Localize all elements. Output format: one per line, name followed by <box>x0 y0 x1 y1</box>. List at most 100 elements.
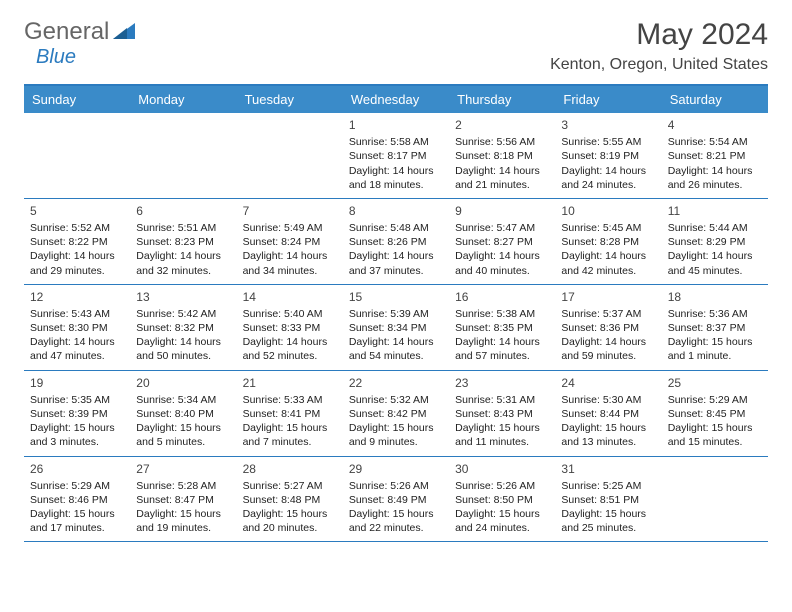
day-info-line: Daylight: 15 hours and 9 minutes. <box>349 421 443 449</box>
day-cell: 1Sunrise: 5:58 AMSunset: 8:17 PMDaylight… <box>343 113 449 198</box>
day-info-line: Sunrise: 5:38 AM <box>455 307 549 321</box>
title-block: May 2024 Kenton, Oregon, United States <box>550 18 768 74</box>
day-number: 6 <box>136 203 230 219</box>
day-info-line: Sunset: 8:40 PM <box>136 407 230 421</box>
day-info-line: Daylight: 14 hours and 52 minutes. <box>243 335 337 363</box>
day-info-line: Sunrise: 5:26 AM <box>455 479 549 493</box>
day-number: 17 <box>561 289 655 305</box>
day-info-line: Daylight: 14 hours and 54 minutes. <box>349 335 443 363</box>
day-info-line: Sunset: 8:51 PM <box>561 493 655 507</box>
day-cell: 7Sunrise: 5:49 AMSunset: 8:24 PMDaylight… <box>237 199 343 284</box>
day-cell: 16Sunrise: 5:38 AMSunset: 8:35 PMDayligh… <box>449 285 555 370</box>
day-cell: 17 Sunrise: 5:37 AMSunset: 8:36 PMDayligh… <box>555 285 661 370</box>
day-cell: 14Sunrise: 5:40 AMSunset: 8:33 PMDayligh… <box>237 285 343 370</box>
day-info-line: Sunrise: 5:42 AM <box>136 307 230 321</box>
day-cell: 3Sunrise: 5:55 AMSunset: 8:19 PMDaylight… <box>555 113 661 198</box>
day-info-line: Sunset: 8:28 PM <box>561 235 655 249</box>
day-info-line: Sunrise: 5:37 AM <box>561 307 655 321</box>
day-info-line: Sunset: 8:34 PM <box>349 321 443 335</box>
day-info-line: Sunset: 8:41 PM <box>243 407 337 421</box>
day-info-line: Sunrise: 5:29 AM <box>30 479 124 493</box>
day-cell: 12Sunrise: 5:43 AMSunset: 8:30 PMDayligh… <box>24 285 130 370</box>
day-info-line: Sunset: 8:42 PM <box>349 407 443 421</box>
day-cell <box>24 113 130 198</box>
location: Kenton, Oregon, United States <box>550 56 768 74</box>
logo-mark-icon <box>113 18 135 46</box>
dow-cell: Friday <box>555 86 661 113</box>
day-info-line: Daylight: 14 hours and 29 minutes. <box>30 249 124 277</box>
day-info-line: Daylight: 14 hours and 26 minutes. <box>668 164 762 192</box>
day-cell: 24Sunrise: 5:30 AMSunset: 8:44 PMDayligh… <box>555 371 661 456</box>
day-info-line: Daylight: 15 hours and 25 minutes. <box>561 507 655 535</box>
day-info-line: Sunrise: 5:39 AM <box>349 307 443 321</box>
day-info-line: Daylight: 15 hours and 3 minutes. <box>30 421 124 449</box>
day-number: 11 <box>668 203 762 219</box>
week-row: 5Sunrise: 5:52 AMSunset: 8:22 PMDaylight… <box>24 199 768 285</box>
day-number: 8 <box>349 203 443 219</box>
day-info-line: Sunset: 8:36 PM <box>561 321 655 335</box>
day-cell: 26Sunrise: 5:29 AMSunset: 8:46 PMDayligh… <box>24 457 130 542</box>
day-info-line: Sunrise: 5:29 AM <box>668 393 762 407</box>
month-title: May 2024 <box>550 18 768 52</box>
day-info-line: Sunset: 8:21 PM <box>668 149 762 163</box>
day-info-line: Sunrise: 5:45 AM <box>561 221 655 235</box>
day-info-line: Sunset: 8:26 PM <box>349 235 443 249</box>
day-cell: 29Sunrise: 5:26 AMSunset: 8:49 PMDayligh… <box>343 457 449 542</box>
day-number: 21 <box>243 375 337 391</box>
day-info-line: Sunset: 8:18 PM <box>455 149 549 163</box>
day-info-line: Daylight: 15 hours and 11 minutes. <box>455 421 549 449</box>
day-info-line: Daylight: 15 hours and 5 minutes. <box>136 421 230 449</box>
day-number: 15 <box>349 289 443 305</box>
day-cell: 25Sunrise: 5:29 AMSunset: 8:45 PMDayligh… <box>662 371 768 456</box>
day-info-line: Daylight: 14 hours and 59 minutes. <box>561 335 655 363</box>
day-number: 25 <box>668 375 762 391</box>
day-info-line: Sunset: 8:49 PM <box>349 493 443 507</box>
day-number: 23 <box>455 375 549 391</box>
day-cell <box>237 113 343 198</box>
calendar-page: General May 2024 Kenton, Oregon, United … <box>0 0 792 552</box>
day-info-line: Daylight: 15 hours and 24 minutes. <box>455 507 549 535</box>
week-row: 12Sunrise: 5:43 AMSunset: 8:30 PMDayligh… <box>24 285 768 371</box>
day-cell: 10Sunrise: 5:45 AMSunset: 8:28 PMDayligh… <box>555 199 661 284</box>
day-info-line: Sunset: 8:50 PM <box>455 493 549 507</box>
day-number: 4 <box>668 117 762 133</box>
day-info-line: Sunset: 8:24 PM <box>243 235 337 249</box>
day-cell <box>662 457 768 542</box>
day-info-line: Sunset: 8:37 PM <box>668 321 762 335</box>
day-info-line: Sunset: 8:19 PM <box>561 149 655 163</box>
day-number: 22 <box>349 375 443 391</box>
day-info-line: Sunrise: 5:33 AM <box>243 393 337 407</box>
day-info-line: Sunset: 8:29 PM <box>668 235 762 249</box>
day-info-line: Daylight: 14 hours and 57 minutes. <box>455 335 549 363</box>
day-number: 27 <box>136 461 230 477</box>
day-info-line: Sunset: 8:39 PM <box>30 407 124 421</box>
day-cell: 11Sunrise: 5:44 AMSunset: 8:29 PMDayligh… <box>662 199 768 284</box>
day-info-line: Daylight: 14 hours and 42 minutes. <box>561 249 655 277</box>
logo-text-blue: Blue <box>36 46 76 69</box>
day-info-line: Daylight: 14 hours and 24 minutes. <box>561 164 655 192</box>
day-info-line: Sunset: 8:23 PM <box>136 235 230 249</box>
dow-cell: Sunday <box>24 86 130 113</box>
day-info-line: Daylight: 14 hours and 45 minutes. <box>668 249 762 277</box>
day-info-line: Sunset: 8:27 PM <box>455 235 549 249</box>
header: General May 2024 Kenton, Oregon, United … <box>24 18 768 74</box>
day-cell: 6Sunrise: 5:51 AMSunset: 8:23 PMDaylight… <box>130 199 236 284</box>
day-number: 26 <box>30 461 124 477</box>
day-cell: 22Sunrise: 5:32 AMSunset: 8:42 PMDayligh… <box>343 371 449 456</box>
day-cell: 4Sunrise: 5:54 AMSunset: 8:21 PMDaylight… <box>662 113 768 198</box>
day-info-line: Daylight: 15 hours and 19 minutes. <box>136 507 230 535</box>
calendar-table: SundayMondayTuesdayWednesdayThursdayFrid… <box>24 84 768 542</box>
day-number: 14 <box>243 289 337 305</box>
day-info-line: Sunrise: 5:30 AM <box>561 393 655 407</box>
logo-text-general: General <box>24 18 109 46</box>
day-cell: 5Sunrise: 5:52 AMSunset: 8:22 PMDaylight… <box>24 199 130 284</box>
day-info-line: Sunrise: 5:47 AM <box>455 221 549 235</box>
day-info-line: Sunrise: 5:58 AM <box>349 135 443 149</box>
day-info-line: Daylight: 15 hours and 22 minutes. <box>349 507 443 535</box>
day-info-line: Sunrise: 5:31 AM <box>455 393 549 407</box>
day-info-line: Sunset: 8:33 PM <box>243 321 337 335</box>
day-info-line: Sunrise: 5:52 AM <box>30 221 124 235</box>
day-cell: 2Sunrise: 5:56 AMSunset: 8:18 PMDaylight… <box>449 113 555 198</box>
day-info-line: Sunset: 8:30 PM <box>30 321 124 335</box>
day-cell: 9Sunrise: 5:47 AMSunset: 8:27 PMDaylight… <box>449 199 555 284</box>
